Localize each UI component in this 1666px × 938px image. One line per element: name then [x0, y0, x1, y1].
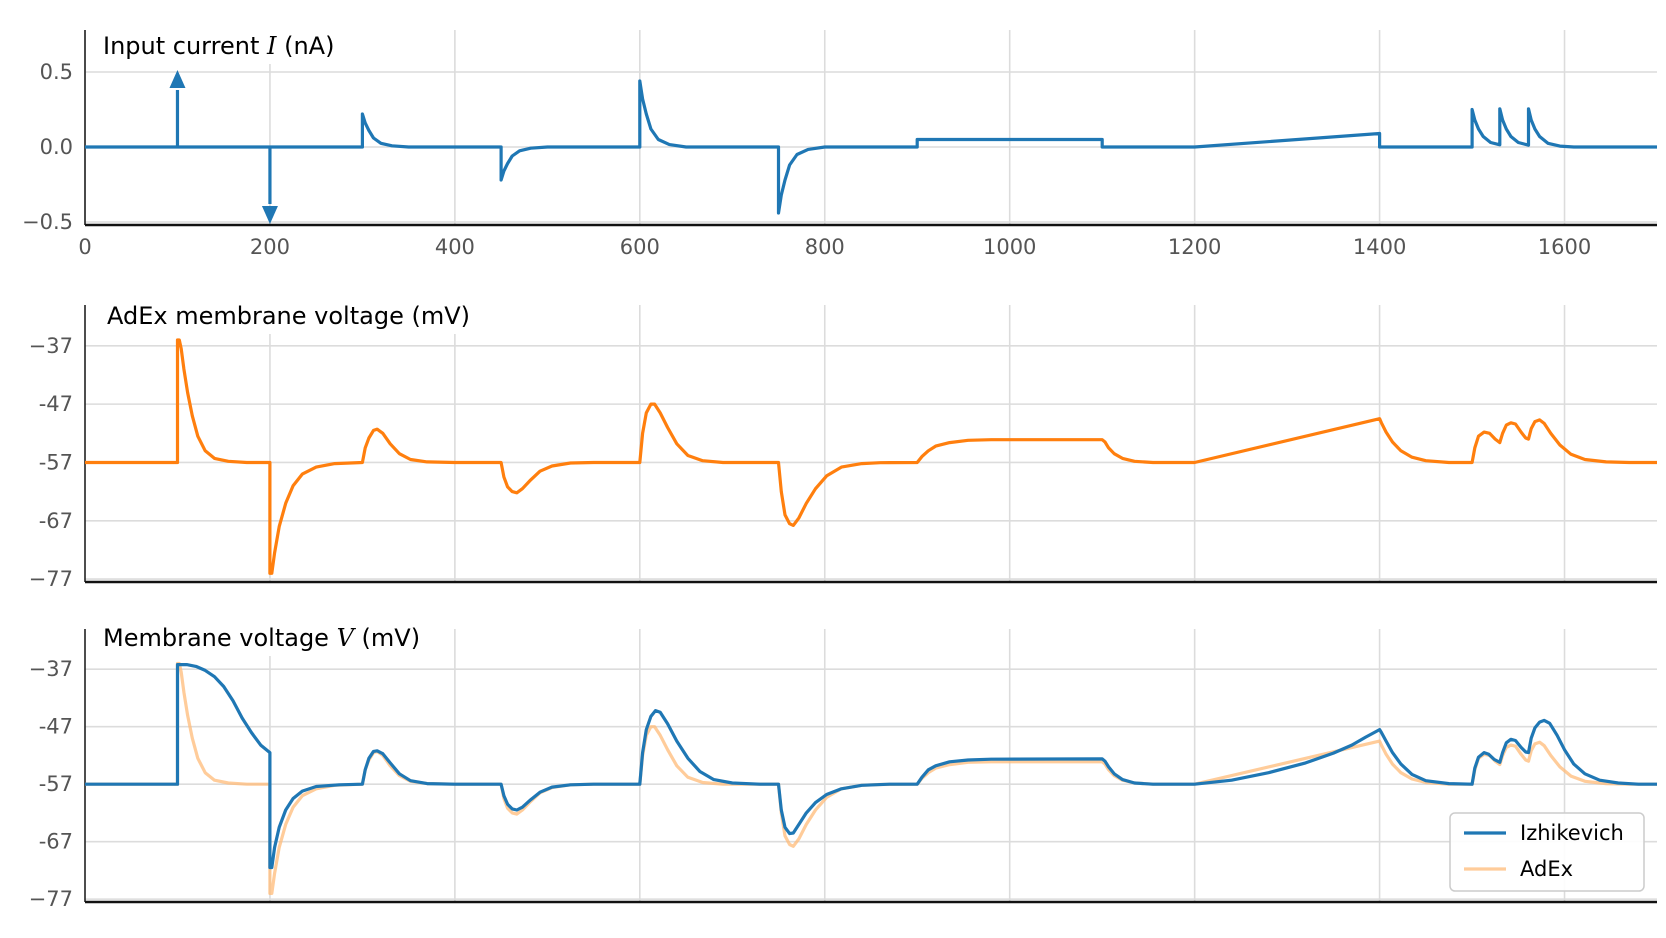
x-tick-label: 400 — [435, 235, 475, 259]
current-up-arrow — [169, 70, 186, 147]
panel-title-background — [97, 620, 427, 656]
title-part: (nA) — [276, 32, 334, 60]
series-line-adex — [85, 338, 1657, 575]
legend: Izhikevich AdEx — [1449, 812, 1645, 892]
x-tick-label: 200 — [250, 235, 290, 259]
arrow-head — [169, 70, 186, 88]
panel-title-text: Membrane voltage V (mV) — [103, 624, 420, 652]
panel-2: −37 -47 -57 -67 −77 AdEx membrane voltage (mV… — [29, 298, 1657, 591]
x-tick-label: 0 — [78, 235, 91, 259]
y-tick-label: -67 — [39, 830, 73, 854]
y-tick-label: 0.5 — [40, 60, 73, 84]
x-tick-label: 600 — [620, 235, 660, 259]
panel-3: −37 -47 -57 -67 −77 Membrane voltage V (mV) Iz… — [29, 620, 1657, 911]
current-down-arrow — [261, 147, 278, 224]
title-part: Membrane voltage — [103, 624, 337, 652]
y-tick-label: -47 — [39, 392, 73, 416]
y-tick-label: -57 — [39, 450, 73, 474]
y-tick-label: 0.0 — [40, 135, 73, 159]
y-tick-label: −77 — [29, 567, 73, 591]
y-tick-label: −37 — [29, 657, 73, 681]
panel-title-background — [97, 28, 341, 64]
x-tick-label: 1000 — [983, 235, 1036, 259]
panel-title-text: AdEx membrane voltage (mV) — [107, 302, 470, 330]
title-part: AdEx membrane voltage (mV) — [107, 302, 470, 330]
title-part: (mV) — [354, 624, 420, 652]
y-tick-label: −0.5 — [22, 210, 73, 234]
y-tick-label: −77 — [29, 887, 73, 911]
grid — [85, 629, 1657, 902]
series-line-current — [85, 79, 1657, 215]
title-part: Input current — [103, 32, 267, 60]
x-tick-label: 1200 — [1168, 235, 1221, 259]
y-tick-label: -67 — [39, 509, 73, 533]
x-tick-label: 1400 — [1353, 235, 1406, 259]
panel-title-background — [101, 298, 476, 334]
y-tick-label: -47 — [39, 715, 73, 739]
grid — [85, 305, 1657, 582]
x-tick-label: 1600 — [1538, 235, 1591, 259]
arrow-head — [261, 206, 278, 224]
title-part: I — [266, 32, 277, 60]
legend-label-adex: AdEx — [1520, 857, 1573, 881]
y-tick-label: −37 — [29, 334, 73, 358]
panel-title-text: Input current I (nA) — [103, 32, 334, 60]
x-tick-label: 800 — [805, 235, 845, 259]
panel-1: 0.5 0.0 −0.50 200 400 600 800 1000 1200 1400 1600 I… — [22, 28, 1657, 259]
series-line-izhikevich — [85, 663, 1657, 870]
panel-title: Input current I (nA) — [97, 28, 341, 64]
panel-title: Membrane voltage V (mV) — [97, 620, 427, 656]
panel-title: AdEx membrane voltage (mV) — [101, 298, 476, 334]
y-tick-label: -57 — [39, 772, 73, 796]
legend-label-izhikevich: Izhikevich — [1520, 821, 1624, 845]
title-part: V — [337, 624, 357, 652]
